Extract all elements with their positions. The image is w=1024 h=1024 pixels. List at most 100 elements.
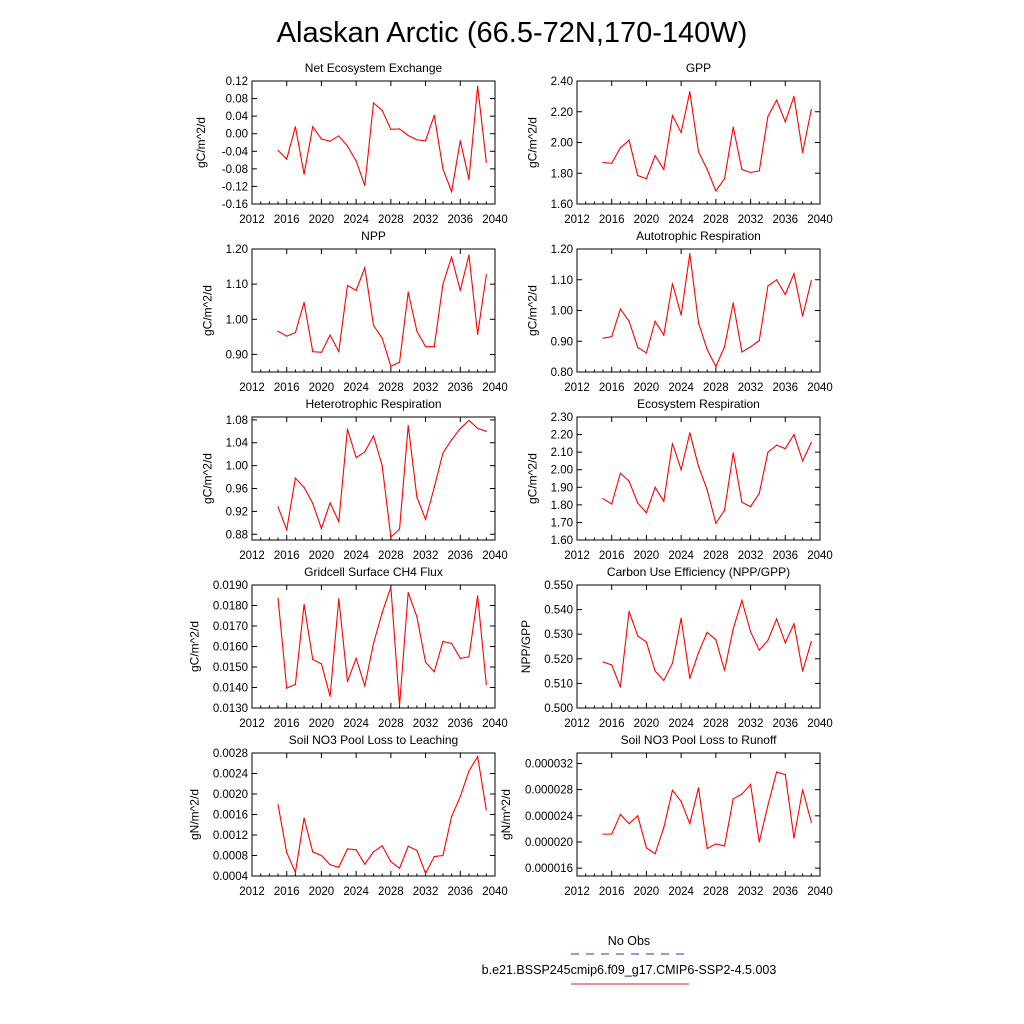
data-point: [602, 833, 604, 835]
panel-gridcell-surface-ch4-flux: Gridcell Surface CH4 Flux 2012 2016 2020 202…: [187, 565, 507, 730]
data-point: [424, 661, 427, 663]
data-point: [697, 465, 700, 467]
y-tick-label: 0.08: [226, 94, 248, 106]
data-point: [381, 845, 383, 847]
data-point: [312, 658, 314, 661]
y-tick-label: 0.96: [226, 484, 248, 496]
data-point: [793, 273, 795, 275]
data-point: [611, 664, 613, 666]
y-tick-label: 0.000028: [525, 785, 573, 797]
data-point: [329, 695, 331, 697]
panel-heterotrophic-respiration: Heterotrophic Respiration 2012 2016 2020 202…: [201, 397, 508, 562]
figure-title: Alaskan Arctic (66.5-72N,170-140W): [277, 17, 748, 49]
x-tick-label: 2028: [378, 214, 404, 226]
y-tick-label: 0.0016: [213, 810, 248, 822]
data-point: [346, 284, 349, 287]
x-tick-label: 2036: [447, 886, 473, 898]
data-point: [749, 506, 752, 508]
x-tick-label: 2016: [274, 718, 300, 730]
data-point: [645, 847, 648, 849]
y-tick-label: 1.08: [226, 415, 248, 427]
data-point: [312, 502, 314, 504]
data-point: [611, 162, 613, 164]
series-line-gridcell-surface-ch4-flux: [277, 586, 487, 706]
data-point: [628, 480, 630, 482]
data-point: [433, 855, 435, 858]
y-tick-label: 1.20: [226, 244, 248, 256]
data-point: [294, 871, 296, 874]
x-tick-label: 2016: [274, 214, 300, 226]
x-tick-label: 2032: [413, 550, 439, 562]
y-tick-label: 0.12: [226, 76, 248, 88]
data-point: [416, 139, 418, 141]
legend: No Obs b.e21.BSSP245cmip6.f09_g17.CMIP6-…: [482, 934, 776, 985]
data-point: [723, 669, 726, 671]
data-point: [372, 435, 375, 437]
y-tick-label: 0.80: [551, 367, 573, 379]
x-tick-label: 2028: [378, 382, 404, 394]
y-axis-label: NPP/GPP: [519, 620, 533, 673]
y-tick-label: 0.88: [226, 529, 248, 541]
data-point: [628, 823, 630, 825]
data-point: [637, 174, 639, 177]
data-point: [784, 448, 786, 450]
plot-frame: [576, 248, 821, 373]
x-tick-label: 2016: [274, 382, 300, 394]
y-tick-label: 1.60: [551, 199, 573, 211]
data-point: [802, 151, 804, 154]
data-point: [451, 642, 453, 645]
y-tick-label: 0.0180: [213, 601, 248, 613]
data-point: [294, 126, 296, 128]
data-point: [767, 115, 769, 117]
data-point: [286, 851, 288, 854]
x-tick-label: 2040: [807, 382, 833, 394]
y-tick-label: 0.000016: [525, 863, 573, 875]
y-tick-label: 0.0008: [213, 851, 248, 863]
series-line-carbon-use-efficiency-npp-gpp: [602, 598, 812, 688]
x-tick-label: 2012: [564, 214, 590, 226]
x-tick-label: 2032: [413, 886, 439, 898]
data-point: [802, 315, 804, 317]
x-tick-label: 2024: [668, 886, 694, 898]
x-tick-label: 2040: [482, 886, 508, 898]
data-point: [485, 161, 487, 163]
data-point: [477, 333, 479, 335]
y-tick-label: 0.000032: [525, 758, 573, 770]
y-tick-label: 0.550: [544, 580, 573, 592]
x-tick-label: 2024: [668, 214, 694, 226]
panel-title: Net Ecosystem Exchange: [305, 61, 443, 75]
y-tick-label: 2.10: [551, 447, 573, 459]
data-point: [346, 848, 349, 850]
x-tick-label: 2012: [564, 382, 590, 394]
data-point: [637, 815, 639, 817]
y-tick-label: 1.80: [551, 168, 573, 180]
data-point: [697, 151, 700, 153]
y-tick-label: 2.20: [551, 107, 573, 119]
x-tick-label: 2032: [738, 886, 764, 898]
x-tick-label: 2032: [738, 382, 764, 394]
data-point: [776, 99, 778, 101]
y-tick-label: 0.530: [544, 629, 573, 641]
y-tick-label: 0.500: [544, 703, 573, 715]
y-tick-label: 0.0130: [213, 703, 248, 715]
x-tick-label: 2036: [447, 718, 473, 730]
data-point: [398, 867, 401, 869]
data-point: [611, 336, 613, 338]
data-point: [372, 642, 375, 645]
data-point: [689, 432, 691, 434]
data-point: [459, 289, 461, 292]
x-tick-label: 2024: [343, 382, 369, 394]
data-point: [320, 854, 323, 857]
x-tick-label: 2020: [634, 382, 660, 394]
data-point: [732, 452, 734, 454]
data-point: [433, 486, 435, 488]
panel-title: Autotrophic Respiration: [636, 229, 761, 243]
data-point: [758, 340, 760, 342]
data-point: [451, 815, 453, 818]
data-point: [442, 168, 444, 170]
data-point: [784, 293, 786, 296]
data-point: [407, 591, 409, 594]
x-tick-label: 2016: [599, 718, 625, 730]
data-point: [619, 147, 621, 149]
